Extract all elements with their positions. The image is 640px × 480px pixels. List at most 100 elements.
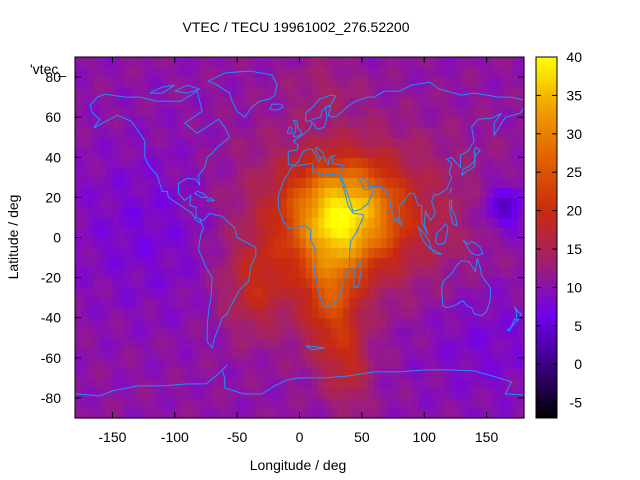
heat-cell [87,407,95,419]
heat-cell [411,177,419,188]
heat-cell [399,157,407,168]
heat-cell [156,157,163,168]
heat-cell [368,297,375,309]
heat-cell [293,347,301,359]
heat-cell [268,317,276,329]
heat-cell [336,127,344,138]
heat-cell [249,67,257,78]
heat-cell [417,307,425,319]
heat-cell [393,157,400,168]
heat-cell [492,367,500,379]
heat-cell [149,277,157,289]
heat-cell [349,307,357,319]
heat-cell [168,77,176,88]
heat-cell [449,407,457,419]
heat-cell [324,257,332,269]
heat-cell [511,217,519,229]
heat-cell [455,147,463,158]
heat-cell [480,127,488,138]
heat-cell [162,217,170,229]
heat-cell [237,317,244,329]
heat-cell [262,247,269,259]
heat-cell [168,287,176,299]
heat-cell [299,277,307,289]
heat-cell [218,237,226,249]
heat-cell [436,237,444,249]
heat-cell [268,77,276,88]
heat-cell [287,57,294,68]
heat-cell [336,227,344,239]
heat-cell [305,367,313,379]
heat-cell [106,317,114,329]
heat-cell [187,227,195,239]
heat-cell [318,237,326,249]
heat-cell [305,327,313,339]
heat-cell [393,107,400,118]
heat-cell [268,137,276,148]
heat-cell [106,277,114,289]
heat-cell [187,147,195,158]
heat-cell [87,57,95,68]
heat-cell [411,247,419,259]
heat-cell [517,387,525,399]
colorbar-tick-label: 25 [566,164,582,180]
heat-cell [218,187,226,198]
heat-cell [181,127,188,138]
heat-cell [131,127,138,138]
heat-cell [124,57,132,68]
heat-cell [93,317,101,329]
heat-cell [99,317,107,329]
heat-cell [405,367,413,379]
heat-cell [461,187,469,198]
heat-cell [293,197,301,209]
heat-cell [174,67,182,78]
heat-cell [492,237,500,249]
heat-cell [374,167,382,178]
heat-cell [442,77,450,88]
heat-cell [380,127,388,138]
heat-cell [343,87,350,98]
heat-cell [93,347,101,359]
heat-cell [486,167,494,178]
heat-cell [212,157,220,168]
heat-cell [262,77,269,88]
heat-cell [280,327,288,339]
coastline-path [193,190,209,198]
heat-cell [218,367,226,379]
heat-cell [318,97,326,108]
heat-cell [262,327,269,339]
heat-cell [474,157,481,168]
heat-cell [486,77,494,88]
heat-cell [449,367,457,379]
heat-cell [311,157,319,168]
heat-cell [343,187,350,198]
heat-cell [93,97,101,108]
heat-cell [349,297,357,309]
heat-cell [424,197,432,209]
heat-cell [87,137,95,148]
heat-cell [75,197,82,209]
heat-cell [499,227,506,239]
heat-cell [137,357,145,369]
heat-cell [436,157,444,168]
heat-cell [368,347,375,359]
heat-cell [455,327,463,339]
heat-cell [417,337,425,349]
heat-cell [374,247,382,259]
heat-cell [449,247,457,259]
heat-cell [442,307,450,319]
heat-cell [143,227,151,239]
heat-cell [268,377,276,389]
heat-cell [442,337,450,349]
heat-cell [193,77,201,88]
heat-cell [474,57,481,68]
heat-cell [361,347,369,359]
heat-cell [143,257,151,269]
heat-cell [81,247,89,259]
heat-cell [293,297,301,309]
heat-cell [199,147,207,158]
heat-cell [280,277,288,289]
heat-cell [374,187,382,198]
heat-cell [374,77,382,88]
heat-cell [93,397,101,409]
